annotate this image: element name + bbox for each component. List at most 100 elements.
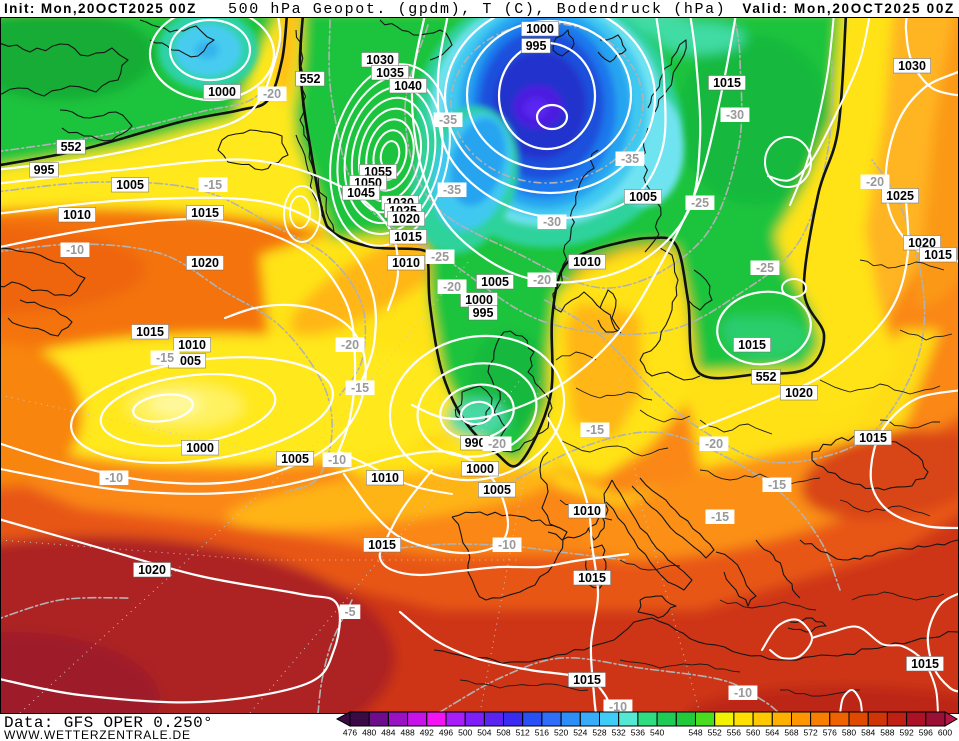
svg-text:995: 995: [34, 163, 55, 177]
svg-text:-15: -15: [586, 423, 604, 437]
svg-text:1010: 1010: [573, 504, 601, 518]
svg-text:1005: 1005: [281, 452, 309, 466]
svg-text:1015: 1015: [738, 338, 766, 352]
svg-text:1020: 1020: [908, 236, 936, 250]
svg-text:592: 592: [900, 728, 914, 738]
svg-text:-20: -20: [866, 175, 884, 189]
svg-text:-30: -30: [726, 108, 744, 122]
svg-text:1020: 1020: [785, 386, 813, 400]
svg-text:1020: 1020: [392, 212, 420, 226]
svg-text:-15: -15: [711, 510, 729, 524]
svg-text:-10: -10: [105, 471, 123, 485]
svg-text:-10: -10: [66, 243, 84, 257]
svg-text:1005: 1005: [116, 178, 144, 192]
svg-text:-20: -20: [341, 338, 359, 352]
svg-text:516: 516: [535, 728, 549, 738]
svg-text:WWW.WETTERZENTRALE.DE: WWW.WETTERZENTRALE.DE: [4, 728, 191, 741]
svg-text:1015: 1015: [191, 206, 219, 220]
svg-text:512: 512: [516, 728, 530, 738]
svg-text:588: 588: [880, 728, 894, 738]
svg-text:1005: 1005: [481, 275, 509, 289]
svg-text:-15: -15: [768, 478, 786, 492]
svg-text:1015: 1015: [368, 538, 396, 552]
svg-text:484: 484: [381, 728, 395, 738]
svg-text:496: 496: [439, 728, 453, 738]
svg-text:-10: -10: [498, 538, 516, 552]
svg-text:995: 995: [473, 306, 494, 320]
svg-text:1015: 1015: [713, 76, 741, 90]
svg-text:-10: -10: [734, 686, 752, 700]
svg-text:540: 540: [650, 728, 664, 738]
svg-text:532: 532: [612, 728, 626, 738]
svg-text:508: 508: [496, 728, 510, 738]
svg-text:Init: Mon,20OCT2025 00Z: Init: Mon,20OCT2025 00Z: [4, 1, 197, 16]
svg-text:1010: 1010: [63, 208, 91, 222]
svg-text:1015: 1015: [859, 431, 887, 445]
svg-text:-35: -35: [621, 152, 639, 166]
svg-text:1010: 1010: [573, 255, 601, 269]
svg-text:584: 584: [861, 728, 875, 738]
svg-text:-5: -5: [344, 605, 355, 619]
svg-text:488: 488: [401, 728, 415, 738]
svg-text:-25: -25: [691, 196, 709, 210]
svg-text:520: 520: [554, 728, 568, 738]
svg-text:-15: -15: [204, 178, 222, 192]
svg-text:1015: 1015: [136, 325, 164, 339]
svg-text:1045: 1045: [347, 186, 375, 200]
svg-text:-20: -20: [263, 87, 281, 101]
svg-text:-20: -20: [705, 437, 723, 451]
svg-text:536: 536: [631, 728, 645, 738]
svg-text:995: 995: [526, 39, 547, 53]
svg-text:1015: 1015: [924, 248, 952, 262]
svg-text:572: 572: [804, 728, 818, 738]
svg-text:528: 528: [592, 728, 606, 738]
svg-text:576: 576: [823, 728, 837, 738]
svg-text:552: 552: [61, 140, 82, 154]
svg-text:-25: -25: [756, 261, 774, 275]
svg-text:600: 600: [938, 728, 952, 738]
svg-text:1000: 1000: [466, 462, 494, 476]
svg-text:580: 580: [842, 728, 856, 738]
svg-text:568: 568: [784, 728, 798, 738]
svg-text:1000: 1000: [465, 293, 493, 307]
svg-text:-20: -20: [488, 437, 506, 451]
svg-text:-15: -15: [351, 381, 369, 395]
svg-text:500 hPa Geopot. (gpdm), T (C),: 500 hPa Geopot. (gpdm), T (C), Bodendruc…: [228, 1, 726, 18]
svg-text:1010: 1010: [371, 471, 399, 485]
svg-text:-15: -15: [156, 351, 174, 365]
svg-text:552: 552: [756, 370, 777, 384]
svg-text:1005: 1005: [173, 354, 201, 368]
svg-text:-20: -20: [533, 273, 551, 287]
svg-text:1010: 1010: [392, 256, 420, 270]
svg-text:1030: 1030: [366, 53, 394, 67]
svg-text:500: 500: [458, 728, 472, 738]
svg-text:990: 990: [465, 436, 486, 450]
svg-text:1015: 1015: [578, 571, 606, 585]
svg-text:556: 556: [727, 728, 741, 738]
svg-text:1000: 1000: [186, 441, 214, 455]
svg-text:-35: -35: [439, 113, 457, 127]
svg-text:1010: 1010: [178, 338, 206, 352]
svg-text:-10: -10: [328, 453, 346, 467]
svg-text:-25: -25: [431, 250, 449, 264]
svg-text:1015: 1015: [911, 657, 939, 671]
svg-text:1000: 1000: [526, 22, 554, 36]
svg-text:564: 564: [765, 728, 779, 738]
svg-text:504: 504: [477, 728, 491, 738]
svg-text:476: 476: [343, 728, 357, 738]
svg-text:1035: 1035: [376, 66, 404, 80]
svg-text:1030: 1030: [898, 59, 926, 73]
svg-text:1025: 1025: [886, 189, 914, 203]
svg-text:480: 480: [362, 728, 376, 738]
svg-text:Data: GFS OPER 0.250°: Data: GFS OPER 0.250°: [4, 714, 213, 732]
svg-text:1005: 1005: [629, 190, 657, 204]
svg-text:Valid: Mon,20OCT2025 00Z: Valid: Mon,20OCT2025 00Z: [742, 1, 955, 16]
svg-text:-35: -35: [443, 183, 461, 197]
svg-text:1015: 1015: [394, 230, 422, 244]
svg-text:-10: -10: [609, 700, 627, 714]
svg-text:596: 596: [919, 728, 933, 738]
svg-text:1005: 1005: [483, 483, 511, 497]
svg-text:560: 560: [746, 728, 760, 738]
svg-text:1000: 1000: [208, 85, 236, 99]
svg-text:552: 552: [708, 728, 722, 738]
